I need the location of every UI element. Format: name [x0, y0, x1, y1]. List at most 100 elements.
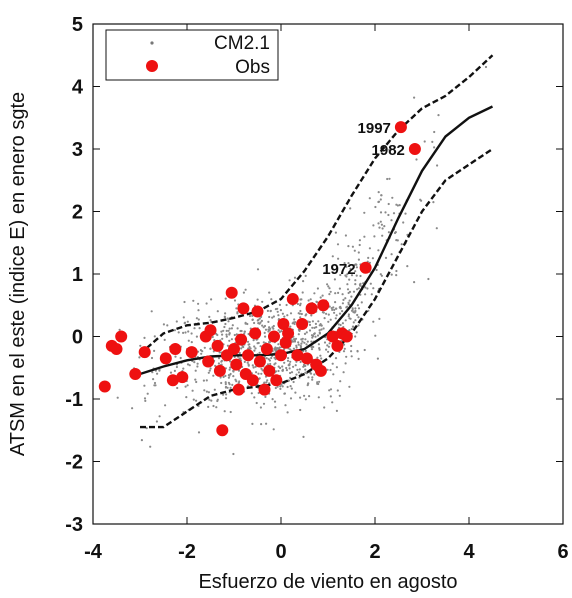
model-point — [337, 323, 340, 326]
model-point — [116, 396, 119, 399]
y-tick-label: 2 — [72, 202, 83, 224]
model-point — [154, 384, 157, 387]
model-point — [427, 277, 430, 281]
model-point — [237, 381, 240, 384]
model-point — [333, 308, 336, 311]
model-point — [212, 374, 215, 377]
model-point — [295, 373, 298, 376]
model-point — [297, 371, 300, 374]
model-point — [260, 319, 263, 322]
model-point — [243, 330, 246, 333]
model-point — [432, 201, 435, 204]
model-point — [222, 375, 225, 379]
model-point — [222, 329, 225, 332]
model-point — [263, 381, 266, 384]
model-point — [334, 301, 337, 304]
model-point — [354, 309, 357, 312]
model-point — [376, 357, 379, 360]
obs-point — [159, 352, 172, 365]
y-tick-label: -1 — [65, 389, 83, 411]
model-point — [235, 380, 238, 383]
model-point — [319, 296, 322, 299]
model-point — [272, 428, 275, 431]
model-point — [229, 372, 232, 376]
model-point — [398, 204, 401, 207]
model-point — [208, 315, 211, 318]
model-point — [277, 314, 280, 317]
model-point — [392, 212, 396, 215]
model-point — [357, 307, 361, 310]
model-point — [320, 324, 323, 327]
model-point — [379, 273, 382, 276]
model-point — [195, 399, 198, 402]
model-point — [227, 329, 230, 332]
model-point — [304, 338, 307, 341]
model-point — [155, 420, 158, 423]
model-point — [294, 364, 297, 367]
model-point — [268, 341, 271, 344]
model-point — [281, 385, 284, 388]
model-point — [329, 368, 332, 372]
model-point — [357, 251, 360, 254]
model-point — [347, 303, 350, 306]
model-point — [323, 271, 327, 274]
model-point — [346, 288, 350, 291]
obs-point — [317, 299, 330, 312]
model-point — [302, 365, 305, 368]
model-point — [194, 378, 197, 381]
model-point — [231, 324, 234, 327]
x-tick-label: 6 — [557, 541, 568, 563]
model-point — [199, 349, 202, 352]
model-point — [225, 335, 228, 338]
model-point — [210, 399, 213, 402]
legend-model-marker — [150, 41, 154, 45]
model-point — [253, 396, 256, 399]
model-point — [318, 331, 321, 334]
model-point — [230, 338, 233, 341]
model-point — [260, 372, 263, 375]
model-point — [251, 422, 254, 425]
model-point — [406, 265, 409, 268]
model-point — [351, 245, 354, 248]
model-point — [208, 398, 211, 401]
model-point — [384, 211, 387, 214]
y-tick-label: 5 — [72, 14, 83, 36]
model-point — [273, 347, 276, 350]
model-point — [323, 317, 326, 320]
model-point — [413, 281, 416, 284]
model-point — [252, 366, 255, 369]
model-point — [228, 374, 231, 377]
bound-curve-2 — [140, 148, 494, 429]
model-point — [296, 302, 299, 306]
model-point — [309, 298, 312, 301]
model-point — [328, 287, 331, 290]
obs-point — [129, 368, 142, 380]
model-point — [348, 385, 351, 388]
model-point — [265, 381, 268, 384]
model-point — [257, 341, 260, 345]
model-point — [228, 339, 231, 342]
model-point — [304, 368, 307, 371]
model-point — [372, 287, 375, 290]
model-point — [256, 268, 260, 271]
model-point — [348, 278, 351, 281]
model-point — [329, 388, 333, 391]
model-point — [299, 360, 302, 364]
model-point — [231, 383, 234, 386]
obs-point — [235, 333, 248, 346]
model-point — [205, 379, 208, 382]
model-point — [226, 386, 229, 389]
model-point — [297, 343, 300, 346]
legend-box — [105, 29, 279, 81]
model-point — [293, 318, 296, 321]
obs-point — [202, 355, 215, 368]
model-point — [395, 274, 398, 277]
model-point — [169, 371, 173, 374]
model-point — [337, 257, 340, 260]
model-point — [207, 405, 210, 408]
model-point — [342, 298, 345, 301]
model-point — [224, 397, 228, 400]
obs-point — [166, 374, 179, 387]
model-point — [381, 227, 384, 230]
model-point — [378, 317, 381, 320]
